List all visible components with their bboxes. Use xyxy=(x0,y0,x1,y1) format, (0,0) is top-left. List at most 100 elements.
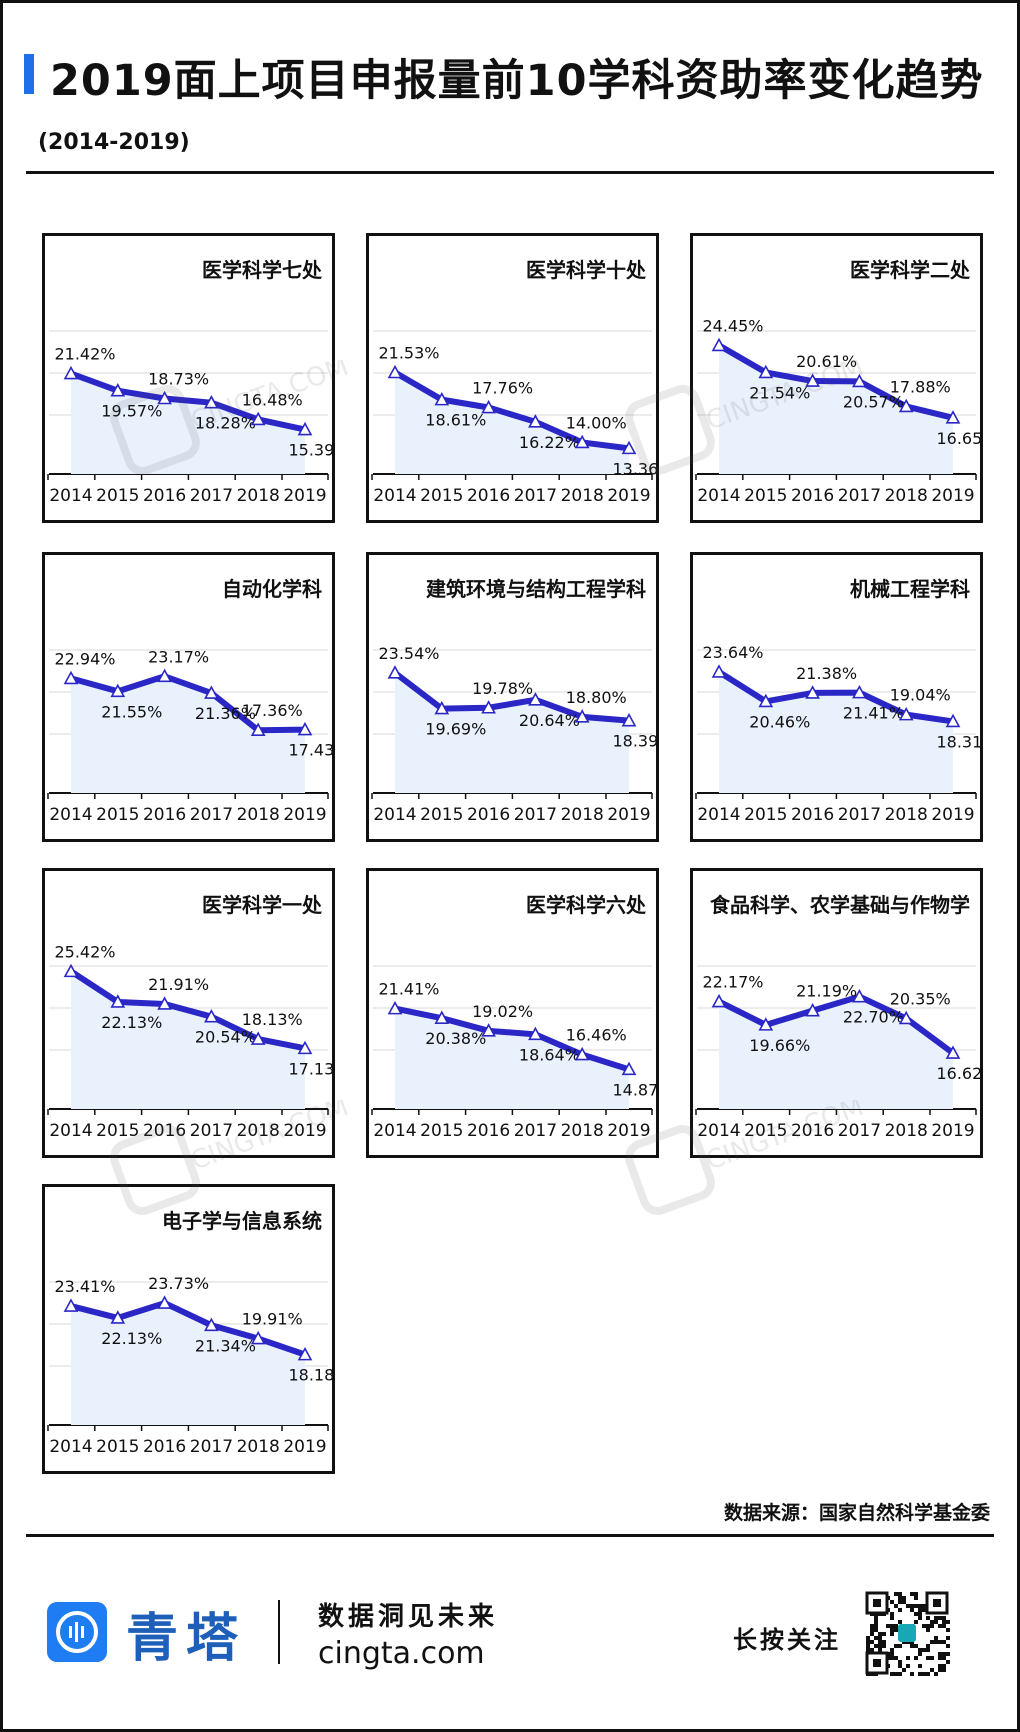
x-tick-label: 2014 xyxy=(49,805,92,825)
data-label: 19.04% xyxy=(890,686,951,705)
data-point-marker xyxy=(157,390,172,405)
data-point-marker xyxy=(711,993,727,1008)
brand-separator xyxy=(278,1600,280,1664)
data-point-marker xyxy=(528,1026,543,1041)
chart-title: 医学科学七处 xyxy=(202,258,322,282)
data-label: 22.13% xyxy=(101,1329,162,1348)
x-tick-label: 2015 xyxy=(96,1121,139,1141)
data-label: 17.36% xyxy=(242,701,303,720)
chart-svg: 2014 2015 2016 2017 2018 2019 23.64% 20.46% 21.3… xyxy=(695,643,980,825)
data-point-marker xyxy=(898,706,914,721)
data-label: 18.80% xyxy=(566,688,627,707)
x-tick-label: 2018 xyxy=(237,805,280,825)
x-tick-label: 2019 xyxy=(607,486,650,506)
chart-panel: 2014 2015 2016 2017 2018 2019 24.45% 21.54% 20.6… xyxy=(690,233,983,523)
data-label: 21.91% xyxy=(148,975,209,994)
data-label: 18.31% xyxy=(936,732,980,751)
x-tick-label: 2017 xyxy=(514,1121,557,1141)
data-label: 22.70% xyxy=(843,1008,904,1027)
chart-panel: 2014 2015 2016 2017 2018 2019 21.53% 18.61% 17.7… xyxy=(366,233,659,523)
brand-name: 青塔 xyxy=(126,1608,247,1669)
data-point-marker xyxy=(758,693,774,708)
data-point-marker xyxy=(157,1295,172,1309)
x-tick-label: 2017 xyxy=(190,486,233,506)
x-tick-label: 2017 xyxy=(514,805,557,825)
data-label: 19.91% xyxy=(242,1310,303,1329)
data-label: 20.57% xyxy=(843,392,904,411)
data-point-marker xyxy=(157,996,172,1010)
data-label: 23.54% xyxy=(378,644,439,663)
x-tick-label: 2014 xyxy=(49,1121,92,1141)
data-point-marker xyxy=(250,411,266,426)
data-label: 19.69% xyxy=(425,720,486,739)
data-point-marker xyxy=(63,670,79,685)
data-point-marker xyxy=(528,692,543,706)
x-tick-label: 2014 xyxy=(697,486,740,506)
qr-code-icon[interactable] xyxy=(864,1590,950,1676)
data-point-marker xyxy=(574,709,590,723)
x-tick-label: 2018 xyxy=(561,486,604,506)
series-area xyxy=(395,672,629,793)
x-tick-label: 2019 xyxy=(283,1437,326,1457)
x-tick-label: 2016 xyxy=(143,486,186,506)
data-label: 22.94% xyxy=(54,649,115,668)
data-label: 17.13% xyxy=(288,1059,332,1078)
chart-title: 建筑环境与结构工程学科 xyxy=(426,577,646,601)
data-point-marker xyxy=(945,713,961,728)
data-label: 23.64% xyxy=(702,643,763,662)
data-label: 18.18% xyxy=(288,1366,332,1385)
data-point-marker xyxy=(945,1045,961,1059)
x-tick-label: 2019 xyxy=(283,486,326,506)
x-tick-label: 2019 xyxy=(931,805,974,825)
chart-svg: 2014 2015 2016 2017 2018 2019 25.42% 22.13% 21.9… xyxy=(47,942,332,1141)
data-label: 16.22% xyxy=(519,433,580,452)
data-point-marker xyxy=(297,421,313,436)
data-label: 23.41% xyxy=(54,1277,115,1296)
x-tick-label: 2018 xyxy=(885,486,928,506)
data-label: 25.42% xyxy=(54,942,115,961)
chart-svg: 2014 2015 2016 2017 2018 2019 22.94% 21.55% 23.1… xyxy=(47,647,332,825)
chart-title: 医学科学十处 xyxy=(526,258,646,282)
data-label: 20.38% xyxy=(425,1029,486,1048)
data-label: 18.64% xyxy=(519,1045,580,1064)
x-tick-label: 2016 xyxy=(467,1121,510,1141)
x-tick-label: 2017 xyxy=(838,1121,881,1141)
x-tick-label: 2014 xyxy=(373,1121,416,1141)
data-label: 14.00% xyxy=(566,413,627,432)
data-label: 22.17% xyxy=(702,973,763,992)
data-label: 19.57% xyxy=(101,402,162,421)
data-point-marker xyxy=(434,1010,450,1024)
data-point-marker xyxy=(434,700,450,715)
data-point-marker xyxy=(204,685,219,699)
chart-panel: 2014 2015 2016 2017 2018 2019 21.41% 20.38% 19.0… xyxy=(366,868,659,1158)
chart-title: 机械工程学科 xyxy=(850,577,970,601)
data-point-marker xyxy=(711,664,727,678)
data-point-marker xyxy=(805,1002,820,1017)
x-tick-label: 2015 xyxy=(96,1437,139,1457)
data-label: 21.41% xyxy=(378,980,439,999)
x-tick-label: 2016 xyxy=(143,805,186,825)
data-point-marker xyxy=(434,391,450,406)
data-label: 18.61% xyxy=(425,411,486,430)
data-label: 21.36% xyxy=(195,704,256,723)
x-tick-label: 2016 xyxy=(143,1437,186,1457)
x-tick-label: 2016 xyxy=(791,805,834,825)
data-point-marker xyxy=(157,668,172,683)
chart-title: 医学科学二处 xyxy=(850,258,970,282)
chart-title: 自动化学科 xyxy=(222,577,322,601)
brand-logo-icon xyxy=(47,1602,107,1662)
page-title: 2019面上项目申报量前10学科资助率变化趋势 xyxy=(50,56,984,106)
x-tick-label: 2016 xyxy=(467,486,510,506)
chart-svg: 2014 2015 2016 2017 2018 2019 23.41% 22.13% 23.7… xyxy=(47,1274,332,1457)
series-area xyxy=(719,996,953,1109)
x-tick-label: 2018 xyxy=(237,486,280,506)
x-tick-label: 2019 xyxy=(931,1121,974,1141)
data-point-marker xyxy=(297,721,313,736)
data-point-marker xyxy=(110,383,126,397)
data-label: 17.76% xyxy=(472,379,533,398)
data-label: 16.48% xyxy=(242,390,303,409)
series-area xyxy=(395,372,629,474)
data-label: 20.46% xyxy=(749,712,810,731)
data-label: 17.43% xyxy=(288,741,332,760)
x-tick-label: 2019 xyxy=(931,486,974,506)
